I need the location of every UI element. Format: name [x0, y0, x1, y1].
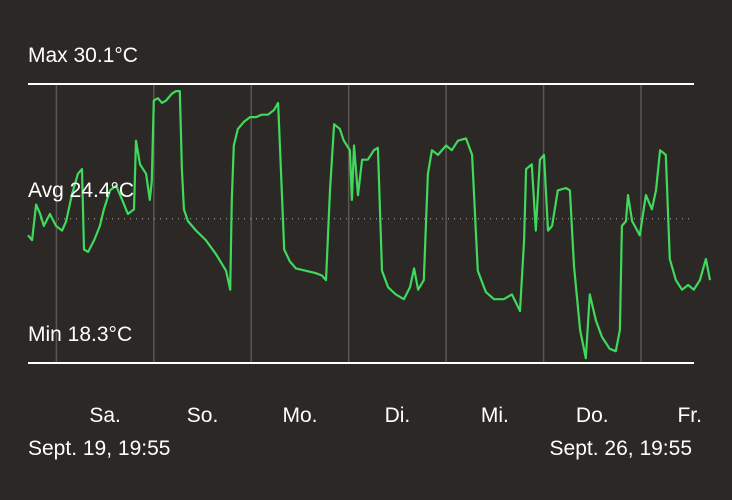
end-label: Sept. 26, 19:55: [550, 437, 692, 460]
x-tick-label: Mo.: [282, 404, 317, 427]
x-tick-label: Mi.: [481, 404, 509, 427]
temperature-line: [27, 90, 712, 360]
reference-label: Max 30.1°C: [28, 44, 138, 67]
x-tick-label: Sa.: [89, 404, 121, 427]
reference-label: Avg 24.4°C: [28, 179, 134, 202]
start-label: Sept. 19, 19:55: [28, 437, 170, 460]
reference-label: Min 18.3°C: [28, 323, 132, 346]
x-tick-label: So.: [187, 404, 219, 427]
x-tick-label: Do.: [576, 404, 609, 427]
x-tick-label: Di.: [385, 404, 411, 427]
x-tick-label: Fr.: [677, 404, 702, 427]
